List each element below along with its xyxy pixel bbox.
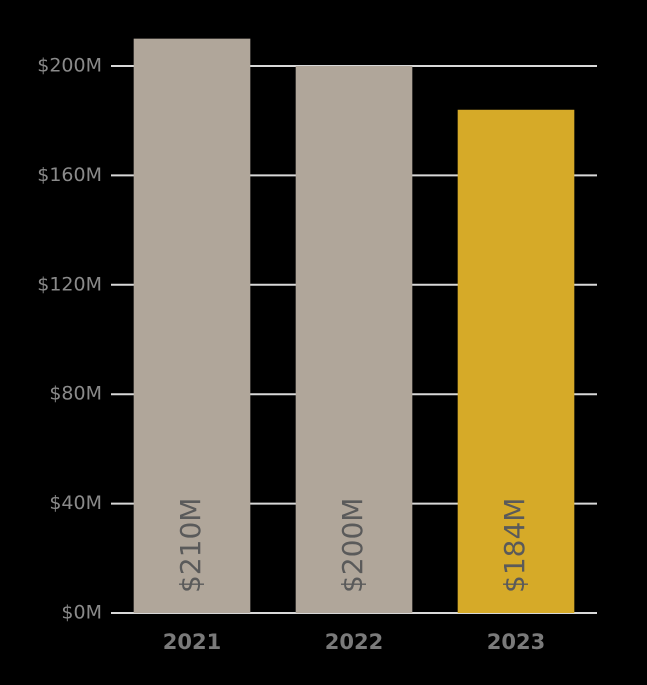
bar: [133, 38, 251, 613]
y-tick-label: $160M: [37, 164, 102, 186]
y-tick-label: $200M: [37, 55, 102, 77]
bar: [457, 109, 575, 613]
value-label: $210M: [174, 498, 207, 593]
y-tick-label: $0M: [61, 602, 102, 624]
y-tick-label: $120M: [37, 273, 102, 295]
value-label: $200M: [336, 498, 369, 593]
x-tick-label: 2023: [487, 630, 545, 654]
value-label: $184M: [498, 498, 531, 593]
bar: [295, 66, 413, 613]
x-tick-label: 2021: [163, 630, 221, 654]
y-tick-label: $40M: [49, 492, 102, 514]
x-tick-label: 2022: [325, 630, 383, 654]
y-tick-label: $80M: [49, 383, 102, 405]
